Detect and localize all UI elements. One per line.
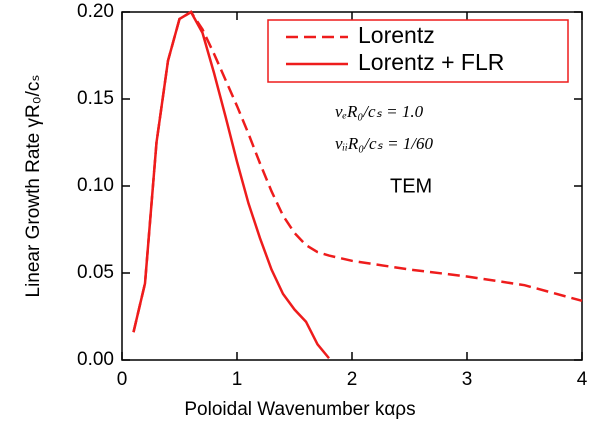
annotation: νᵢᵢR₀/cₛ = 1/60 [335, 134, 434, 153]
data-line [132, 10, 330, 360]
legend-label: Lorentz [358, 22, 435, 48]
data-line [132, 10, 583, 333]
x-tick-label: 2 [347, 369, 358, 390]
x-axis-label: Poloidal Wavenumber kαρs [184, 399, 415, 420]
y-tick-label: 0.15 [77, 88, 114, 109]
legend-box [267, 19, 569, 83]
x-tick-label: 3 [462, 369, 473, 390]
y-tick-label: 0.10 [77, 175, 114, 196]
legend-label: Lorentz + FLR [358, 49, 504, 75]
y-tick-label: 0.00 [77, 349, 114, 370]
y-tick-label: 0.05 [77, 262, 114, 283]
y-axis-label: Linear Growth Rate γR₀/cₛ [23, 75, 44, 298]
x-tick-label: 0 [117, 369, 128, 390]
x-tick-label: 4 [577, 369, 588, 390]
x-tick-label: 1 [232, 369, 243, 390]
y-tick-label: 0.20 [77, 1, 114, 22]
annotation: TEM [390, 175, 432, 197]
annotation: νₑR₀/cₛ = 1.0 [335, 102, 424, 121]
